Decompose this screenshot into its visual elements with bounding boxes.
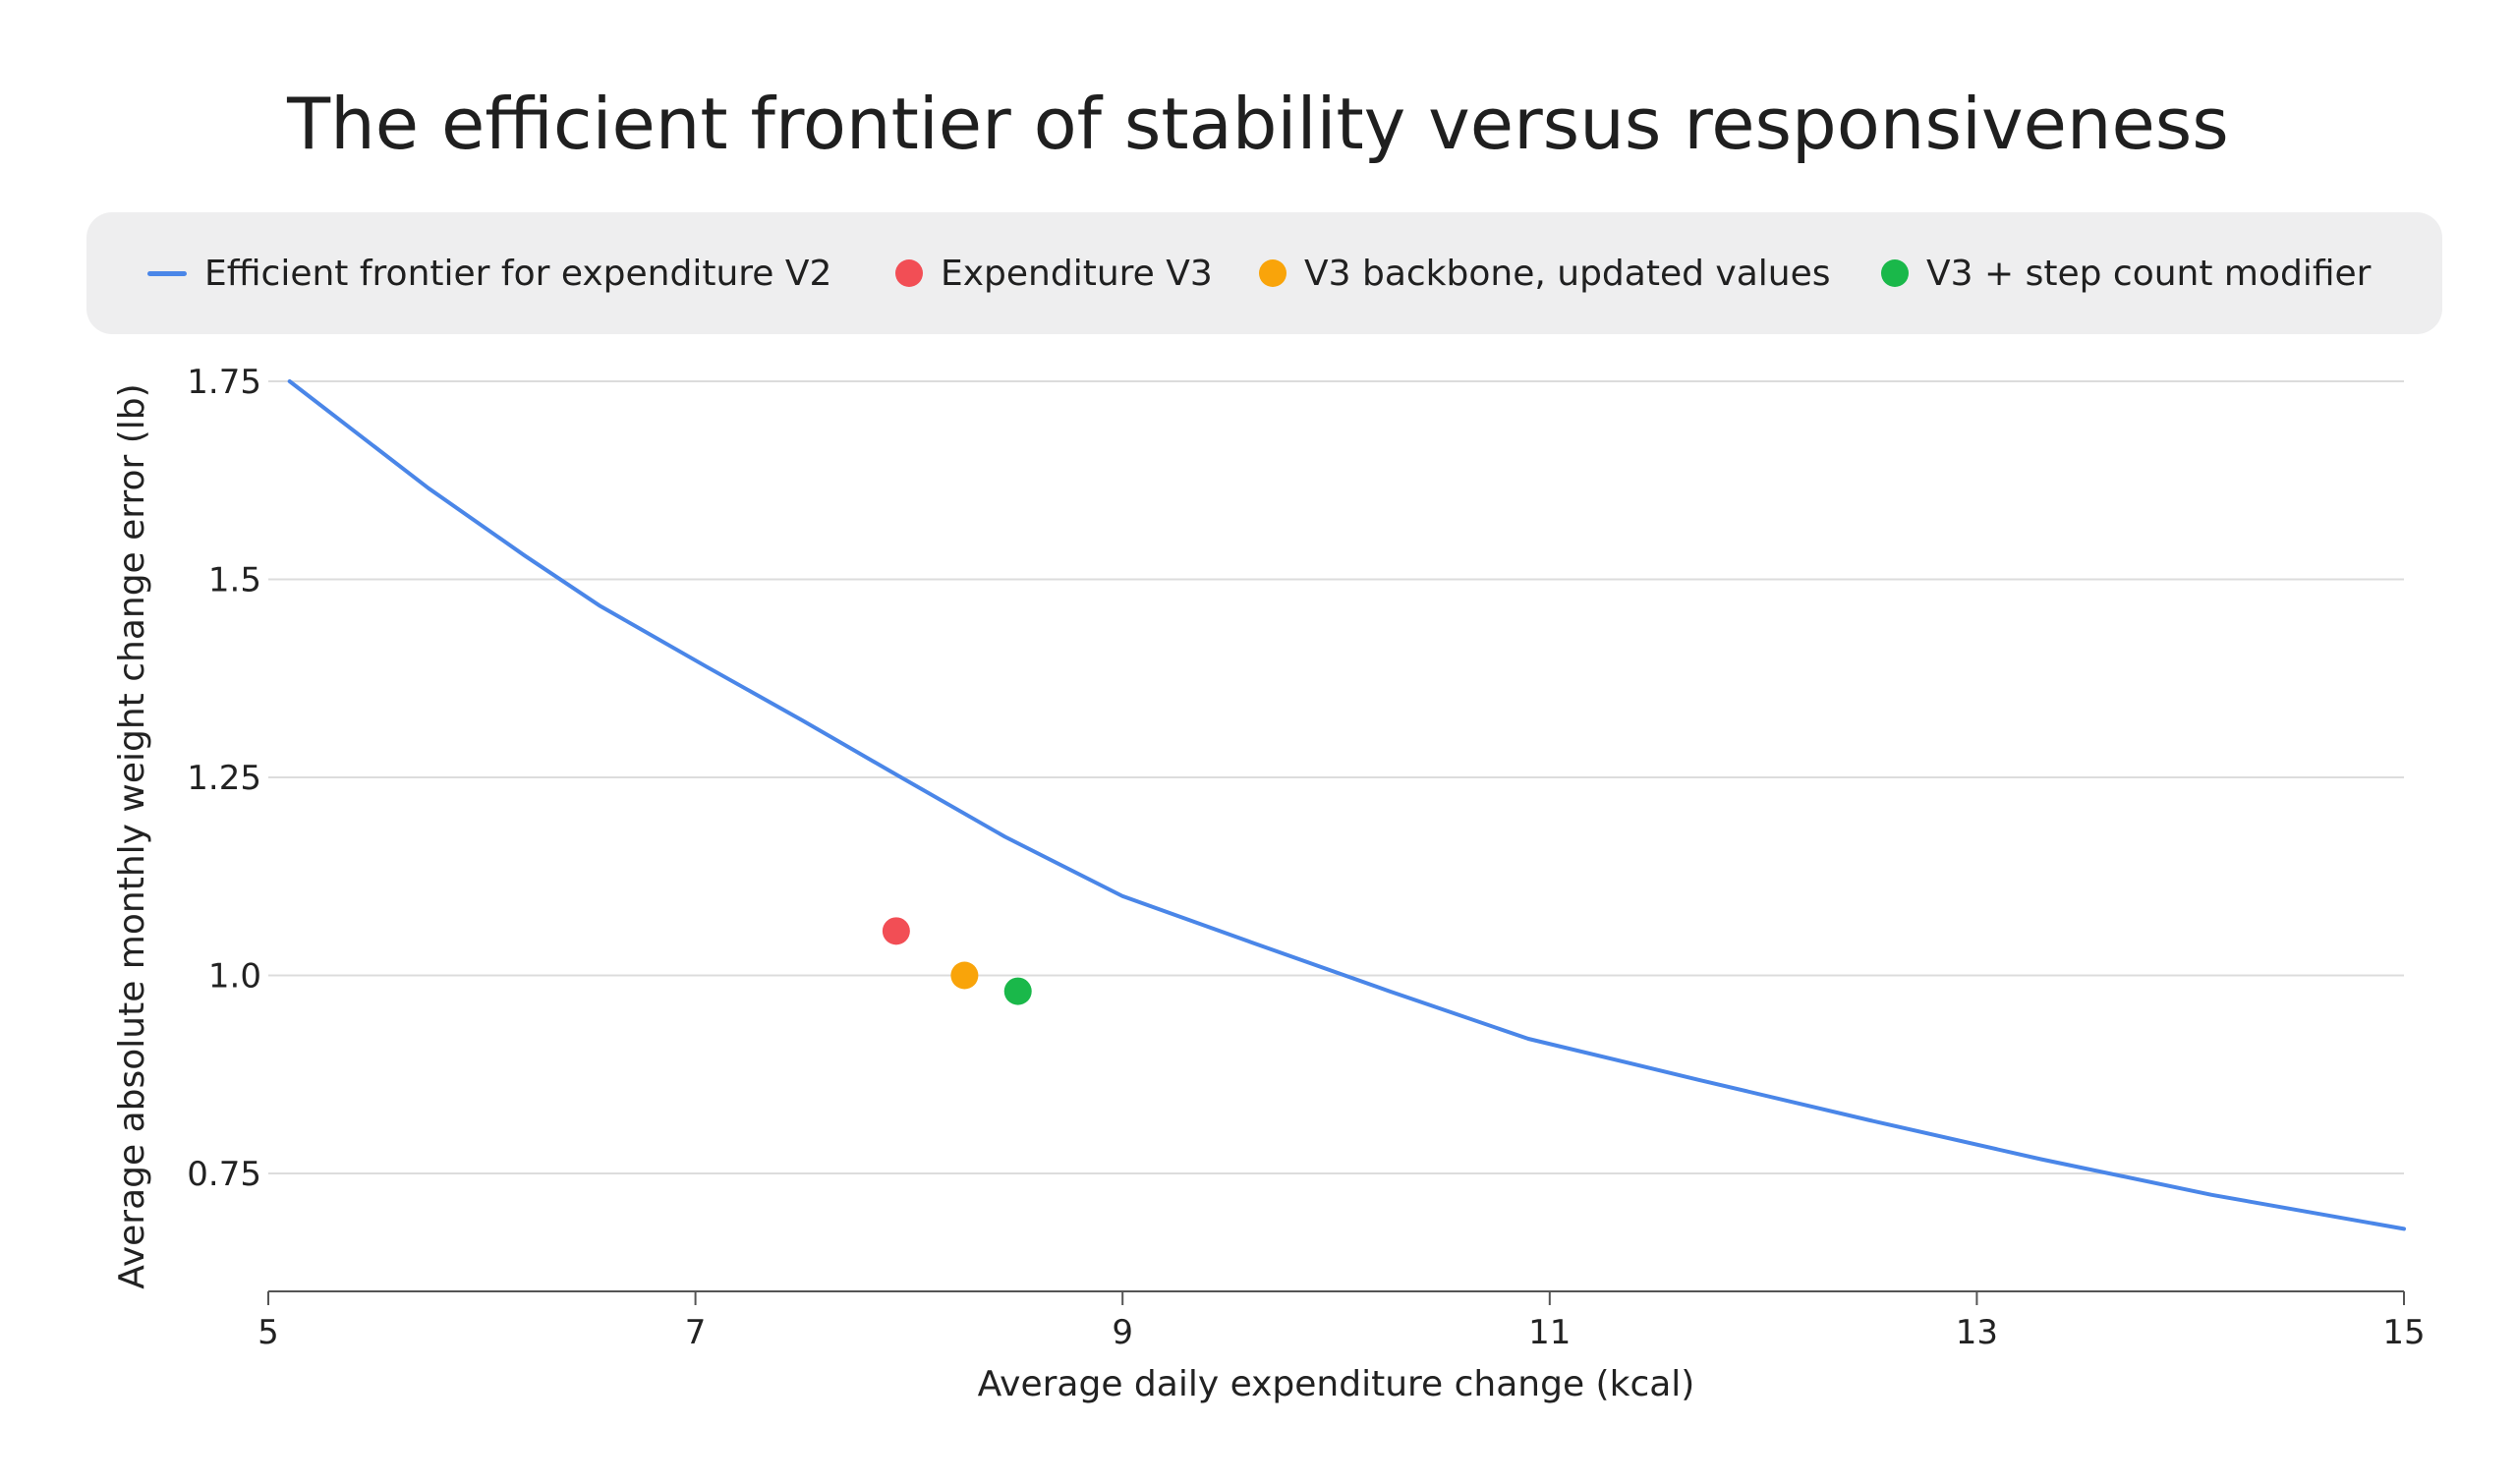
- legend-line-swatch: [147, 270, 187, 276]
- legend-dot-swatch: [1881, 259, 1909, 287]
- x-axis-label: Average daily expenditure change (kcal): [978, 1364, 1695, 1404]
- x-tick-label: 5: [257, 1313, 279, 1352]
- x-tick-label: 11: [1528, 1313, 1571, 1352]
- y-tick-label: 1.25: [187, 759, 261, 798]
- legend-item-frontier[interactable]: Efficient frontier for expenditure V2: [147, 212, 831, 334]
- frontier-line: [287, 379, 2406, 1231]
- legend-item-v3-backbone[interactable]: V3 backbone, updated values: [1259, 212, 1830, 334]
- legend-dot-swatch: [895, 259, 923, 287]
- series: [287, 379, 2406, 1231]
- y-tick-label: 1.5: [208, 561, 261, 600]
- tick-labels: 0.75 1.0 1.25 1.5 1.75 5 7 9 11 13 15: [187, 363, 2425, 1352]
- y-axis-label: Average absolute monthly weight change e…: [112, 383, 152, 1288]
- legend-label-v3: Expenditure V3: [941, 253, 1213, 294]
- legend-label-v3-backbone: V3 backbone, updated values: [1304, 253, 1831, 294]
- y-tick-label: 1.0: [208, 957, 261, 997]
- legend-label-v3-step: V3 + step count modifier: [1926, 253, 2372, 294]
- chart-title: The efficient frontier of stability vers…: [287, 83, 2229, 165]
- point-series-2: [950, 961, 979, 990]
- y-tick-label: 0.75: [187, 1155, 261, 1194]
- legend-item-v3[interactable]: Expenditure V3: [895, 212, 1213, 334]
- legend: Efficient frontier for expenditure V2 Ex…: [86, 212, 2442, 334]
- x-tick-label: 9: [1112, 1313, 1133, 1352]
- x-tick-label: 7: [685, 1313, 707, 1352]
- legend-dot-swatch: [1259, 259, 1287, 287]
- point-series-3: [1003, 977, 1032, 1005]
- point-series-1: [882, 917, 910, 945]
- legend-label-frontier: Efficient frontier for expenditure V2: [204, 253, 832, 294]
- x-tick-label: 13: [1956, 1313, 1998, 1352]
- x-tick-label: 15: [2382, 1313, 2425, 1352]
- y-tick-label: 1.75: [187, 363, 261, 402]
- legend-item-v3-step[interactable]: V3 + step count modifier: [1881, 212, 2371, 334]
- grid-lines: [268, 380, 2404, 1174]
- axes: [267, 1290, 2405, 1305]
